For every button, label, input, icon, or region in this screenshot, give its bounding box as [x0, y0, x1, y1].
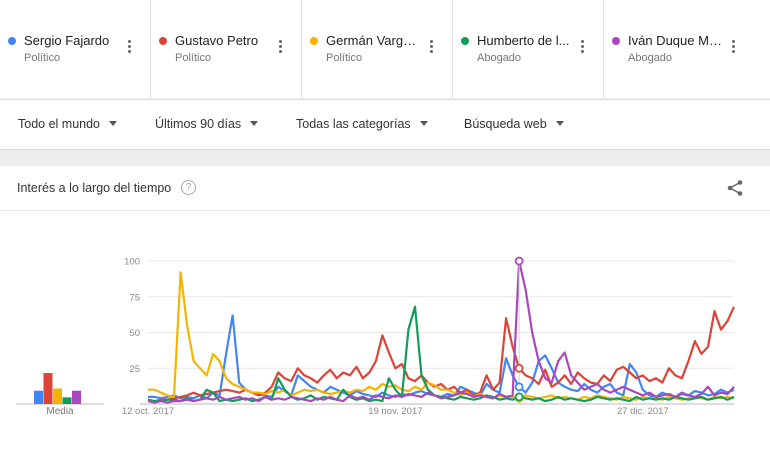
hover-point	[514, 382, 524, 392]
y-tick-label: 50	[129, 328, 140, 339]
hover-point	[514, 363, 524, 373]
series-color-dot	[310, 37, 318, 45]
term-type: Político	[326, 52, 363, 64]
category-filter-label: Todas las categorías	[296, 117, 411, 131]
region-filter-dropdown[interactable]: Todo el mundo	[18, 117, 118, 131]
category-filter-dropdown[interactable]: Todas las categorías	[296, 117, 428, 131]
series-color-dot	[612, 37, 620, 45]
x-tick-label: 12 oct. 2017	[122, 406, 174, 417]
average-bar	[34, 390, 43, 404]
term-chip[interactable]: Sergio Fajardo Político	[0, 0, 151, 98]
y-tick-label: 100	[124, 257, 140, 268]
series-color-dot	[461, 37, 469, 45]
term-type: Abogado	[477, 52, 522, 64]
more-options-icon[interactable]	[123, 40, 135, 56]
average-bar	[43, 373, 53, 404]
more-options-icon[interactable]	[576, 40, 588, 56]
average-bar	[62, 397, 72, 404]
x-tick-label: 19 nov. 2017	[368, 406, 422, 417]
region-filter-label: Todo el mundo	[18, 117, 101, 131]
series-line	[147, 305, 735, 403]
series-color-dot	[159, 37, 167, 45]
series-line	[147, 259, 735, 404]
search-type-filter-label: Búsqueda web	[464, 117, 547, 131]
average-label: Media	[46, 406, 74, 417]
series-line	[148, 271, 735, 401]
card-divider	[0, 210, 770, 211]
term-chip[interactable]: Gustavo Petro Político	[151, 0, 302, 98]
chevron-down-icon	[555, 121, 564, 127]
term-type: Político	[24, 52, 61, 64]
card-title: Interés a lo largo del tiempo	[17, 181, 172, 195]
average-bar	[53, 388, 62, 404]
series-color-dot	[8, 37, 16, 45]
filters-bar: Todo el mundo Últimos 90 días Todas las …	[0, 99, 770, 150]
chevron-down-icon	[250, 121, 259, 127]
interest-over-time-card: Interés a lo largo del tiempo ? Media	[0, 166, 770, 450]
chevron-down-icon	[419, 121, 428, 127]
term-type: Político	[175, 52, 212, 64]
x-tick-label: 27 dic. 2017	[617, 406, 669, 417]
chevron-down-icon	[109, 121, 118, 127]
y-tick-label: 75	[129, 292, 140, 303]
more-options-icon[interactable]	[425, 40, 437, 56]
time-filter-dropdown[interactable]: Últimos 90 días	[155, 117, 259, 131]
term-chip[interactable]: Iván Duque Má... Abogado	[604, 0, 770, 98]
help-icon[interactable]: ?	[181, 180, 196, 195]
hover-point	[514, 392, 524, 402]
y-tick-label: 25	[129, 364, 140, 375]
term-chip[interactable]: Humberto de l... Abogado	[453, 0, 604, 98]
hover-point	[514, 256, 524, 266]
search-type-filter-dropdown[interactable]: Búsqueda web	[464, 117, 564, 131]
term-chip[interactable]: Germán Varga... Político	[302, 0, 453, 98]
more-options-icon[interactable]	[727, 40, 739, 56]
share-icon[interactable]	[726, 179, 744, 202]
average-bar	[72, 390, 81, 404]
term-type: Abogado	[628, 52, 673, 64]
more-options-icon[interactable]	[274, 40, 286, 56]
time-filter-label: Últimos 90 días	[155, 117, 242, 131]
comparison-terms-bar: Sergio Fajardo Político Gustavo Petro Polít…	[0, 0, 770, 98]
